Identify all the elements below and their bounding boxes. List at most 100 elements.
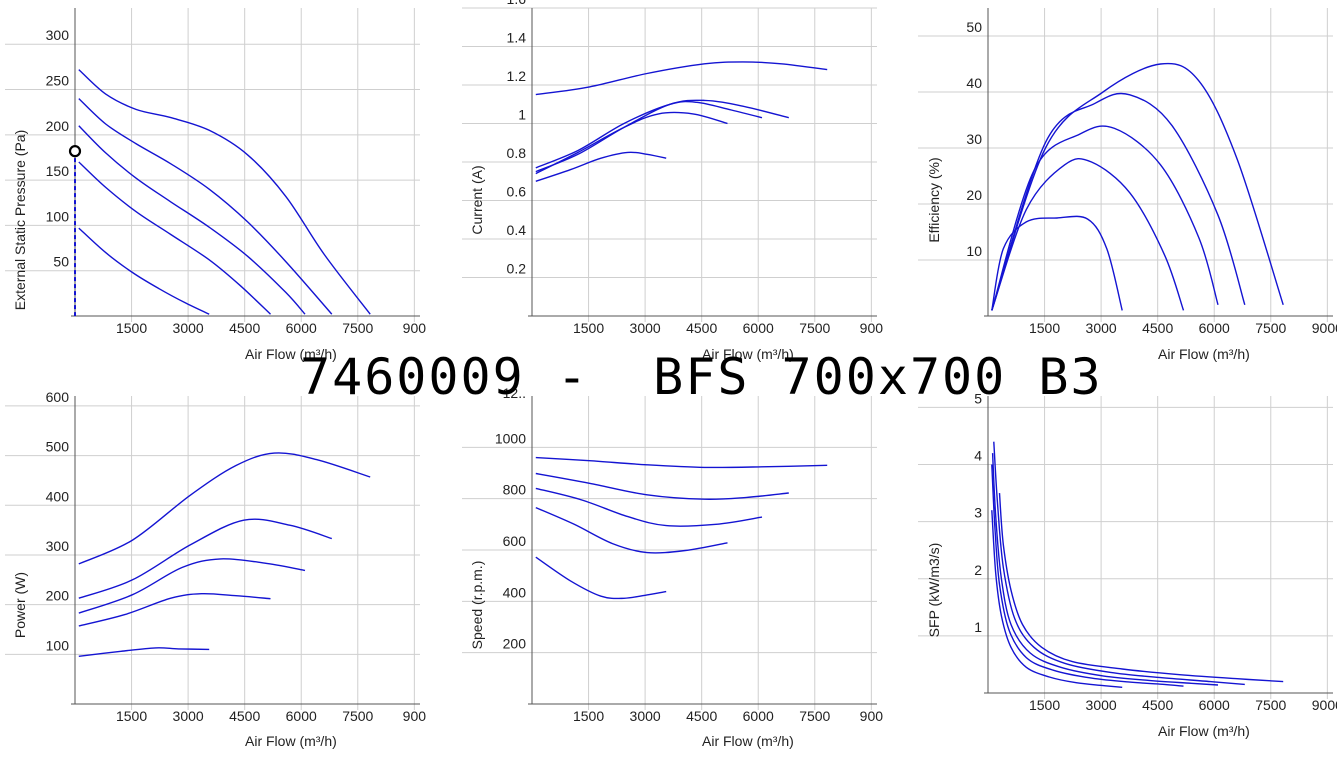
chart-speed: 1500 3000 4500 6000 7500 900 200 400 600 800 1000 1…: [462, 385, 883, 749]
x-axis-label: Air Flow (m³/h): [702, 733, 794, 749]
y-axis-label: Speed (r.p.m.): [469, 561, 485, 650]
y-tick-label: 200: [503, 636, 527, 652]
series-line-4: [991, 464, 1184, 687]
x-tick-label: 3000: [1086, 320, 1117, 336]
series-line-4: [991, 157, 1185, 311]
product-title: 7460009 - BFS 700x700 B3: [300, 348, 1103, 406]
series-line-2: [535, 472, 789, 500]
y-axis-label: External Static Pressure (Pa): [12, 130, 28, 311]
operating-point-marker: [68, 145, 82, 158]
y-tick-label: 1: [974, 619, 982, 635]
x-tick-label: 4500: [686, 708, 717, 724]
series-line-5: [535, 556, 667, 600]
series-line-4: [78, 161, 271, 315]
series-line-1: [535, 61, 828, 96]
series-line-4: [535, 506, 728, 554]
series-line-3: [78, 125, 306, 315]
y-tick-label: 600: [503, 533, 527, 549]
y-tick-label: 100: [46, 637, 70, 653]
y-tick-label: 150: [46, 163, 70, 179]
series-line-3: [535, 100, 763, 169]
series-line-1: [78, 69, 371, 315]
y-tick-label: 300: [46, 27, 70, 43]
series-line-2: [78, 98, 333, 315]
x-axis-label: Air Flow (m³/h): [245, 733, 337, 749]
y-tick-label: 200: [46, 588, 70, 604]
x-tick-label: 4500: [229, 708, 260, 724]
x-tick-label: 1500: [573, 320, 604, 336]
y-axis-label: Current (A): [469, 165, 485, 234]
y-axis-label: Efficiency (%): [926, 157, 942, 242]
series-line-5: [991, 510, 1123, 688]
y-tick-label-top: 12..: [503, 385, 526, 401]
x-tick-label: 7500: [1255, 320, 1286, 336]
x-tick-label: 3000: [630, 320, 661, 336]
y-tick-label: 1.4: [507, 30, 527, 46]
chart-pressure: 1500 3000 4500 6000 7500 900 50 100 150 200 250 300…: [5, 8, 426, 362]
x-tick-label: 3000: [173, 320, 204, 336]
x-tick-label: 6000: [743, 708, 774, 724]
y-tick-label: 500: [46, 439, 70, 455]
y-tick-label: 300: [46, 538, 70, 554]
x-tick-label: 4500: [1142, 320, 1173, 336]
x-tick-label: 1500: [116, 320, 147, 336]
series-line-4: [78, 592, 271, 627]
chart-power: 1500 3000 4500 6000 7500 900 100 200 300 400 500 60…: [5, 389, 426, 749]
y-tick-label: 30: [966, 131, 982, 147]
x-tick-label: 6000: [1199, 697, 1230, 713]
x-axis-label: Air Flow (m³/h): [245, 346, 337, 362]
x-tick-label: 1500: [116, 708, 147, 724]
y-tick-label: 50: [53, 254, 69, 270]
y-tick-label: 50: [966, 19, 982, 35]
y-tick-label: 1.2: [507, 68, 527, 84]
series-line-1: [991, 62, 1284, 311]
y-tick-label: 10: [966, 243, 982, 259]
x-tick-label: 900: [403, 708, 427, 724]
x-tick-label: 1500: [1029, 697, 1060, 713]
series-line-1: [998, 493, 1284, 683]
x-axis-label: Air Flow (m³/h): [1158, 723, 1250, 739]
y-tick-label: 250: [46, 73, 70, 89]
y-axis-label: SFP (kW/m3/s): [926, 543, 942, 638]
x-tick-label: 7500: [799, 708, 830, 724]
y-tick-label: 200: [46, 118, 70, 134]
x-tick-label: 3000: [1086, 697, 1117, 713]
y-tick-label: 3: [974, 505, 982, 521]
series-line-3: [991, 125, 1219, 311]
y-tick-label: 2: [974, 562, 982, 578]
series-line-5: [991, 215, 1123, 311]
series-line-2: [535, 99, 789, 173]
series-line-2: [993, 441, 1245, 686]
y-tick-label: 100: [46, 208, 70, 224]
chart-current: 1500 3000 4500 6000 7500 900 0.2 0.4 0.6 0.8 1 1.2 1…: [462, 0, 883, 362]
y-tick-label: 1000: [495, 430, 526, 446]
x-tick-label: 6000: [286, 320, 317, 336]
y-tick-label: 5: [974, 390, 982, 406]
x-tick-label: 7500: [342, 708, 373, 724]
y-tick-label: 0.6: [507, 184, 527, 200]
series-line-3: [991, 453, 1219, 686]
x-tick-label: 900: [860, 708, 884, 724]
y-tick-label: 1.6: [507, 0, 527, 7]
y-tick-label: 20: [966, 187, 982, 203]
x-tick-label: 4500: [229, 320, 260, 336]
y-tick-label: 0.8: [507, 145, 527, 161]
series-line-5: [78, 647, 210, 657]
x-tick-label: 900: [403, 320, 427, 336]
x-tick-label: 7500: [1255, 697, 1286, 713]
series-line-4: [535, 111, 728, 175]
series-line-1: [78, 452, 371, 565]
y-tick-label: 600: [46, 389, 70, 405]
x-tick-label: 4500: [1142, 697, 1173, 713]
x-axis-label: Air Flow (m³/h): [1158, 346, 1250, 362]
y-tick-label: 4: [974, 448, 982, 464]
series-line-1: [535, 456, 828, 469]
x-tick-label: 7500: [799, 320, 830, 336]
x-tick-label: 7500: [342, 320, 373, 336]
series-line-5: [78, 227, 210, 315]
y-tick-label: 40: [966, 75, 982, 91]
